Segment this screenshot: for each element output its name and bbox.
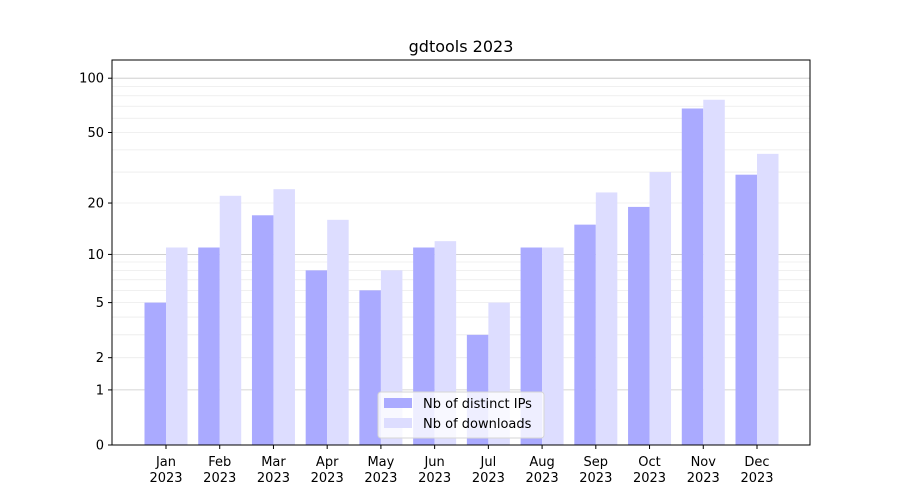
bar-ips [359,290,381,445]
legend-swatch [384,398,412,408]
legend-label: Nb of downloads [423,417,532,432]
x-tick-label: Dec 2023 [740,455,773,486]
x-tick-label: Apr 2023 [311,455,344,486]
legend-box [377,391,545,439]
x-tick-label: Jun 2023 [418,455,451,486]
bar-downloads [219,195,242,445]
y-tick-label: 2 [96,351,104,366]
x-tick-label: Jan 2023 [149,455,182,486]
bar-ips [574,224,596,445]
bar-ips [628,206,650,445]
x-tick-label: Nov 2023 [687,455,720,486]
bar-ips [198,247,220,445]
y-tick-label: 1 [96,383,104,398]
y-tick-label: 5 [96,296,104,311]
bar-downloads [595,192,618,445]
legend-swatch [384,418,412,428]
bar-downloads [542,247,564,445]
bar-downloads [166,247,188,445]
bar-downloads [757,153,779,445]
plot-frame [111,59,811,446]
x-tick-label: Feb 2023 [203,455,236,486]
y-tick-label: 0 [96,439,104,454]
bar-downloads [703,99,725,446]
y-tick-label: 10 [87,248,104,263]
x-tick-label: Mar 2023 [257,455,290,486]
x-tick-label: Sep 2023 [579,455,612,486]
bar-ips [735,174,757,445]
bar-ips [251,215,274,445]
bar-downloads [273,189,295,445]
legend: Nb of distinct IPs Nb of downloads [377,391,545,439]
y-tick-label: 50 [87,126,104,141]
chart-title: gdtools 2023 [409,37,514,56]
y-tick-label: 100 [79,72,104,87]
legend-label: Nb of distinct IPs [423,397,532,412]
x-tick-label: May 2023 [364,455,397,486]
bar-ips [305,270,328,445]
bar-ips [681,108,704,446]
bar-downloads [649,172,672,445]
x-tick-label: Jul 2023 [472,455,505,486]
x-tick-label: Aug 2023 [526,455,559,486]
bar-downloads [327,219,349,445]
x-tick-label: Oct 2023 [633,455,666,486]
bar-ips [144,302,166,445]
y-tick-label: 20 [87,197,104,212]
